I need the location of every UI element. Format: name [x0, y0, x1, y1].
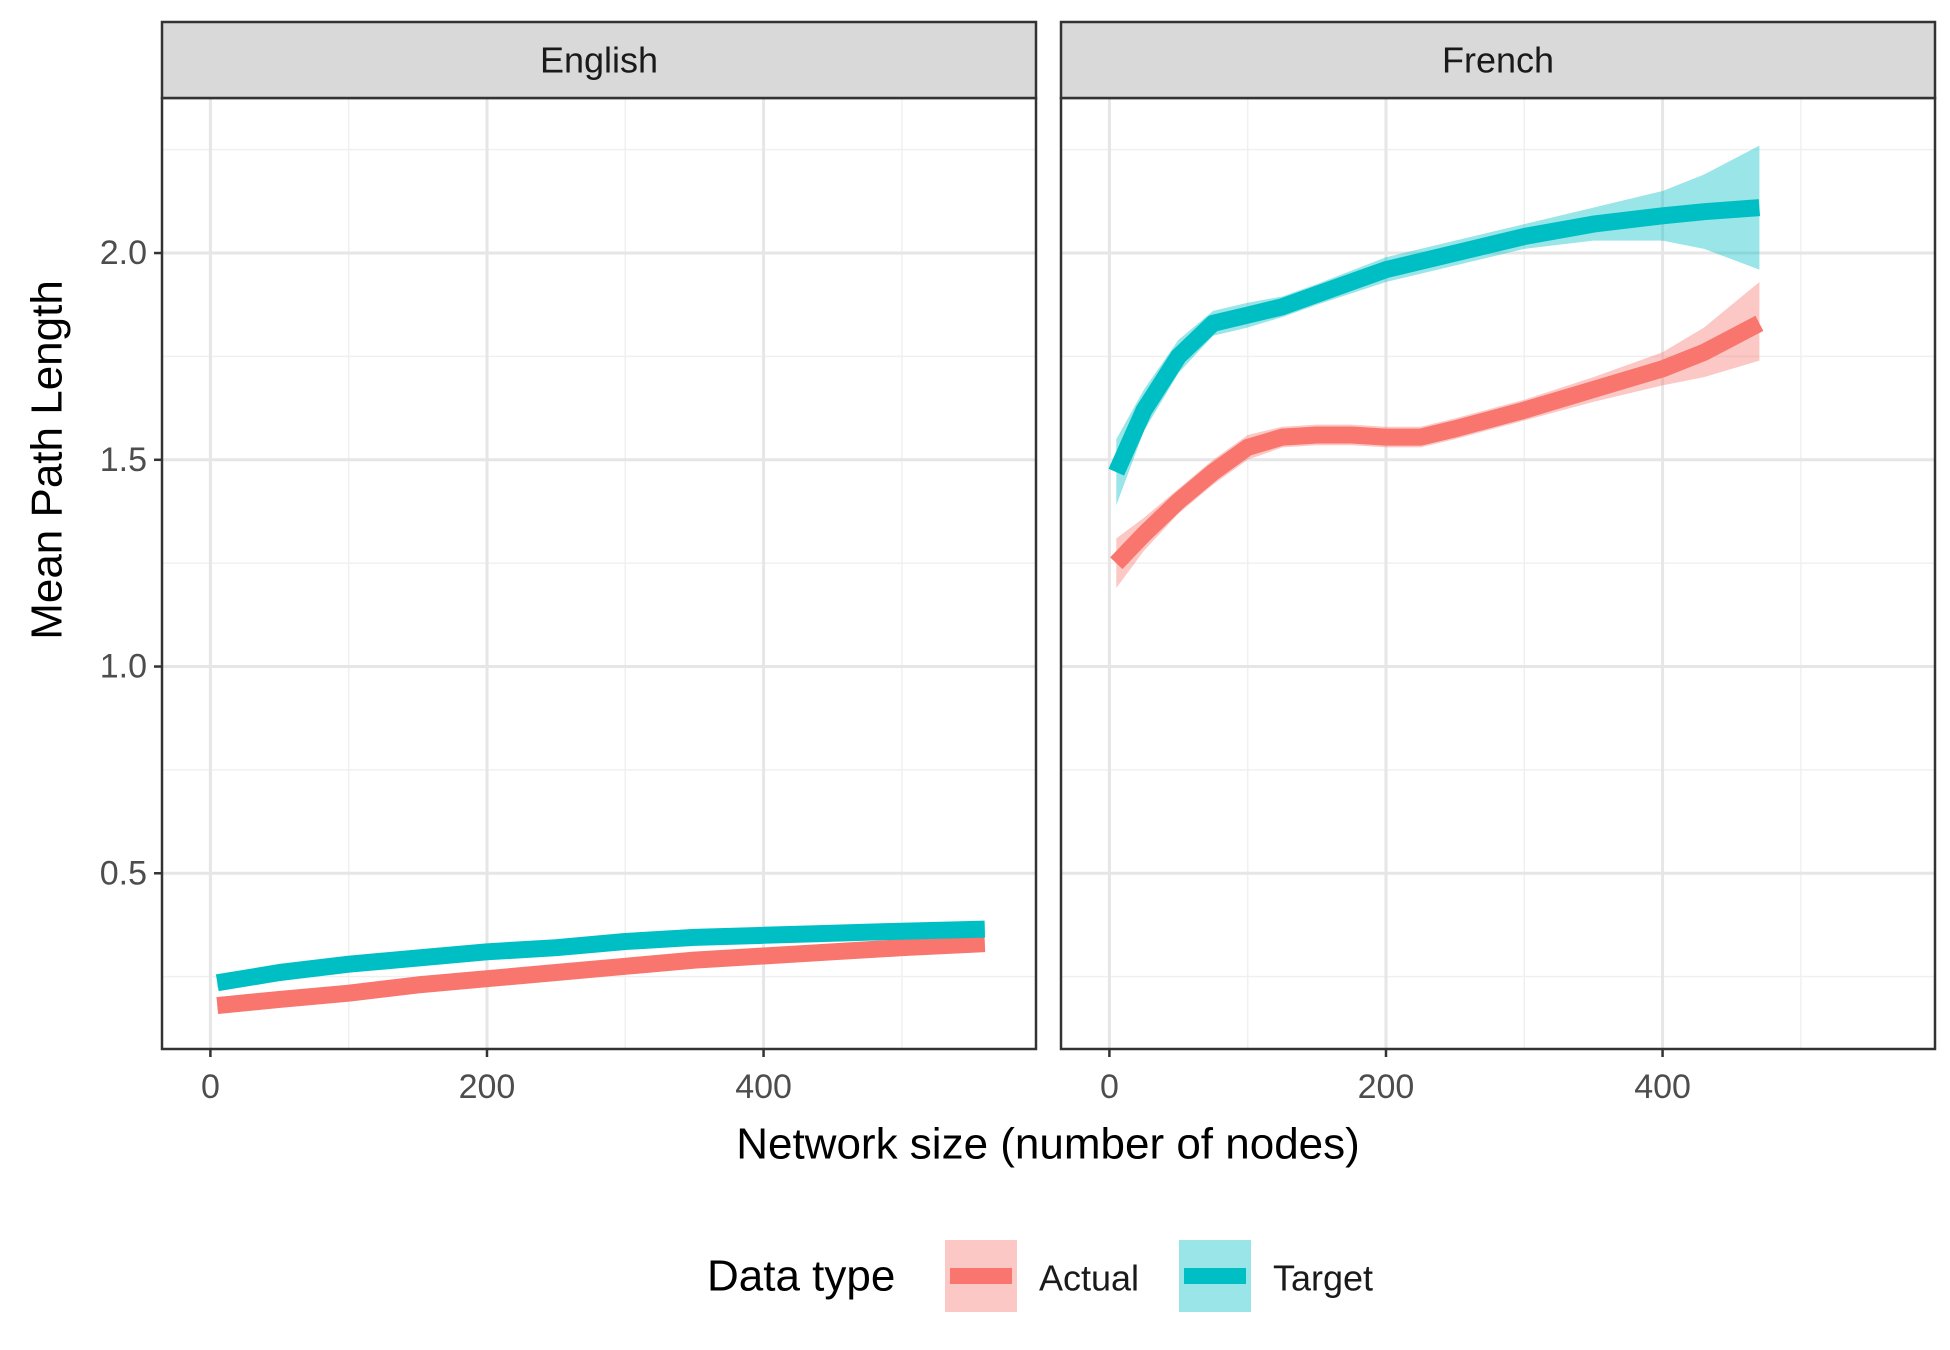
series-line-actual-french: [1110, 315, 1764, 570]
panel-french-strip: [1059, 20, 1937, 100]
panel-french-series: [1108, 145, 1764, 588]
x-tick-label: 0: [201, 1068, 220, 1106]
panel-english: English 0 200 400: [160, 20, 1038, 1106]
panel-english-grid: [162, 98, 1036, 1049]
y-axis-title: Mean Path Length: [23, 280, 72, 640]
panel-french-x-ticks: 0 200 400: [1100, 1049, 1691, 1106]
x-tick-label: 200: [459, 1068, 516, 1106]
series-line-actual-english: [216, 935, 986, 1015]
legend-label-target: Target: [1273, 1258, 1373, 1299]
y-tick-label: 2.0: [100, 234, 147, 272]
legend-label-actual: Actual: [1039, 1258, 1139, 1299]
legend-item-target: Target: [1179, 1240, 1373, 1312]
legend-title: Data type: [707, 1252, 895, 1301]
panel-english-series: [215, 920, 986, 1015]
y-tick-label: 0.5: [100, 854, 147, 892]
y-tick-label: 1.5: [100, 441, 147, 479]
panel-french: French 0 200 400: [1059, 20, 1937, 1106]
x-tick-label: 200: [1358, 1068, 1415, 1106]
panel-english-strip-label: English: [540, 40, 658, 81]
x-tick-label: 400: [1634, 1068, 1691, 1106]
panel-french-strip-label: French: [1442, 40, 1554, 81]
x-tick-label: 0: [1100, 1068, 1119, 1106]
series-line-target-french: [1108, 199, 1761, 476]
x-tick-label: 400: [735, 1068, 792, 1106]
y-axis-ticks: 0.5 1.0 1.5 2.0: [100, 234, 162, 892]
ribbon-target-french: [1116, 145, 1760, 506]
panel-english-x-ticks: 0 200 400: [201, 1049, 792, 1106]
series-line-target-english: [215, 920, 986, 992]
legend-item-actual: Actual: [945, 1240, 1139, 1312]
x-axis-title: Network size (number of nodes): [736, 1120, 1360, 1169]
y-tick-label: 1.0: [100, 648, 147, 686]
panel-french-grid: [1061, 98, 1935, 1049]
legend: Data type Actual Target: [707, 1240, 1373, 1312]
panel-english-strip: [160, 20, 1038, 100]
